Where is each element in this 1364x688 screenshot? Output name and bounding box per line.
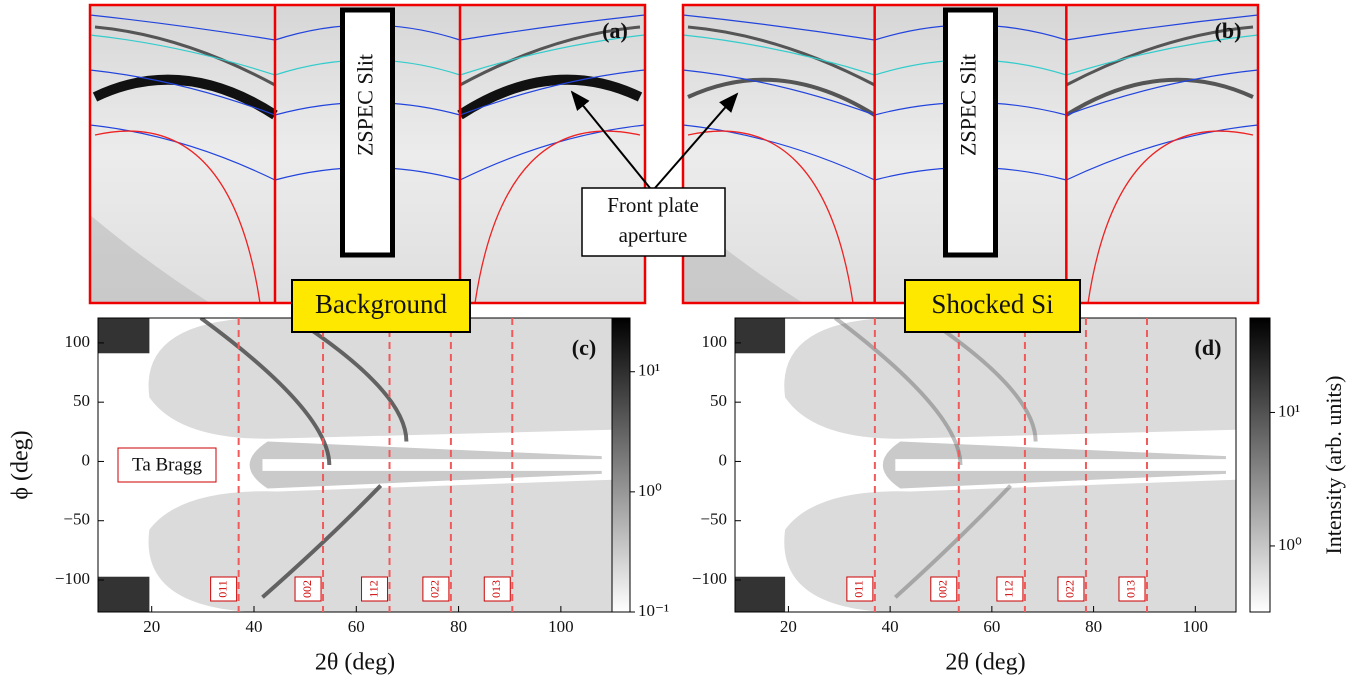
colorbar [1250,318,1270,612]
x-tick-label: 60 [983,617,1000,636]
bragg-label: 022 [428,580,442,598]
x-tick-label: 20 [780,617,797,636]
x-axis-label: 2θ (deg) [945,650,1025,676]
corner-region [735,318,785,353]
y-tick-label: −100 [55,569,90,588]
y-tick-label: 100 [65,332,91,351]
x-tick-label: 40 [245,617,262,636]
y-tick-label: 100 [702,332,728,351]
condition-label: Shocked Si [931,289,1053,319]
bragg-label: 013 [489,580,503,598]
colorbar-tick-label: 10¹ [1278,401,1300,420]
colorbar-tick-label: 10⁰ [638,481,662,500]
bragg-label: 011 [215,580,229,598]
x-tick-label: 40 [882,617,899,636]
colorbar-tick-label: 10⁻¹ [638,601,669,620]
slit-label: ZSPEC Slit [956,54,981,156]
callout-text: aperture [619,223,688,247]
slit-label: ZSPEC Slit [353,54,378,156]
panel-label: (c) [572,335,596,360]
bragg-label: 013 [1124,580,1138,598]
colorbar-tick-label: 10¹ [638,361,660,380]
panel-label: (a) [602,18,628,43]
bragg-label: 011 [852,580,866,598]
x-tick-label: 80 [450,617,467,636]
bragg-label: 112 [1002,580,1016,598]
y-tick-label: 50 [73,391,90,410]
y-tick-label: 0 [82,450,91,469]
y-axis-label: ϕ (deg) [8,430,34,499]
x-tick-label: 60 [348,617,365,636]
shadow-band [262,459,776,471]
panel-label: (d) [1195,335,1222,360]
detector-region [149,318,612,439]
corner-region [98,318,149,353]
corner-region [98,577,149,612]
detector-region [784,318,1236,439]
bragg-label: 002 [936,580,950,598]
bragg-label: 002 [300,580,314,598]
y-tick-label: −100 [692,569,727,588]
x-tick-label: 20 [143,617,160,636]
y-tick-label: 50 [710,391,727,410]
photo-panel: ZSPEC Slit (b) [683,5,1258,303]
colorbar-tick-label: 10⁰ [1278,535,1302,554]
panel-label: (b) [1215,18,1242,43]
bragg-label: 022 [1063,580,1077,598]
condition-label: Background [315,289,447,319]
callout-text: Front plate [607,193,699,217]
shadow-band [895,459,1364,471]
corner-region [735,577,785,612]
x-axis-label: 2θ (deg) [315,650,395,676]
x-tick-label: 80 [1085,617,1102,636]
y-tick-label: −50 [63,510,90,529]
y-tick-label: 0 [719,450,728,469]
bragg-label: 112 [366,580,380,598]
annotation: Ta Bragg [132,454,202,475]
colorbar-label: Intensity (arb. units) [1321,375,1346,554]
photo-panel: ZSPEC Slit (a) [90,5,645,303]
colorbar [612,318,630,612]
x-tick-label: 100 [1183,617,1209,636]
x-tick-label: 100 [548,617,574,636]
figure: ZSPEC Slit (a) ZSPEC Slit (b) Front plate ape… [0,0,1364,688]
y-tick-label: −50 [700,510,727,529]
